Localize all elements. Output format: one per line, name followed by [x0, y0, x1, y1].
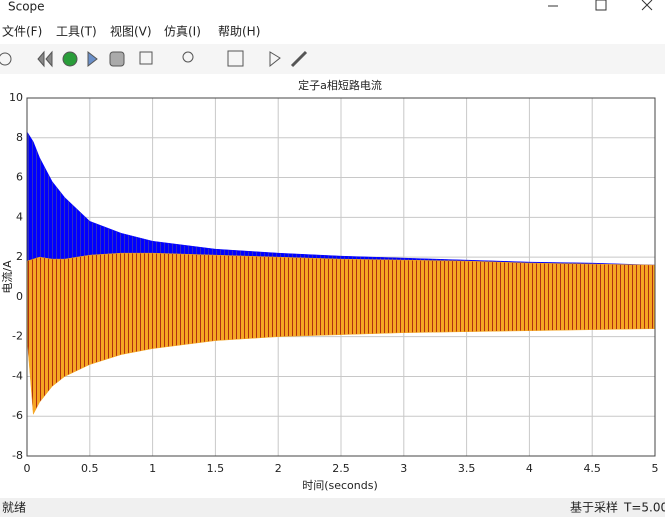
x-tick-label: 2.5 — [332, 462, 350, 475]
x-axis-label: 时间(seconds) — [302, 479, 378, 492]
run[interactable] — [62, 51, 78, 67]
step-forward[interactable] — [87, 50, 98, 68]
status-time: T=5.000 — [623, 501, 665, 514]
menu-item[interactable]: 工具(T) — [56, 25, 97, 39]
y-tick-label: 2 — [16, 250, 23, 263]
settings-icon[interactable] — [0, 52, 12, 66]
zoom-icon[interactable] — [182, 51, 194, 63]
toolbar — [0, 44, 665, 74]
status-mode: 基于采样 — [570, 500, 618, 514]
y-tick-label: 10 — [9, 91, 23, 104]
x-tick-label: 4 — [526, 462, 533, 475]
menu-item[interactable]: 视图(V) — [110, 24, 152, 39]
y-tick-label: -2 — [12, 330, 23, 343]
layout-icon[interactable] — [139, 51, 153, 65]
title-bar — [0, 0, 665, 20]
y-tick-label: 8 — [16, 131, 23, 144]
x-tick-label: 3 — [400, 462, 407, 475]
x-tick-label: 2 — [275, 462, 282, 475]
cursor-icon[interactable] — [269, 51, 281, 68]
y-tick-label: 0 — [16, 290, 23, 303]
menu-item[interactable]: 仿真(I) — [164, 25, 201, 39]
edit-icon[interactable] — [290, 50, 308, 68]
menu-item[interactable]: 文件(F) — [2, 24, 42, 39]
x-tick-label: 4.5 — [583, 462, 601, 475]
fit-icon[interactable] — [227, 50, 244, 67]
stop[interactable] — [109, 51, 125, 67]
status-bar — [0, 499, 665, 513]
window-title: Scope — [8, 0, 45, 14]
y-tick-label: -6 — [12, 409, 23, 422]
plot-frame — [26, 97, 656, 457]
x-tick-label: 0 — [24, 462, 31, 475]
x-tick-label: 5 — [652, 462, 659, 475]
y-tick-label: 4 — [16, 210, 23, 223]
y-axis-label: 电流/A — [0, 260, 14, 294]
status-text: 就绪 — [2, 501, 26, 514]
step-back[interactable] — [37, 50, 53, 68]
menu-item[interactable]: 帮助(H) — [218, 25, 260, 39]
x-tick-label: 1 — [149, 462, 156, 475]
y-tick-label: -8 — [12, 449, 23, 462]
chart-title: 定子a相短路电流 — [298, 78, 382, 92]
x-tick-label: 1.5 — [207, 462, 225, 475]
y-tick-label: -4 — [12, 369, 23, 382]
maximize[interactable] — [595, 0, 607, 11]
toolbar-icons — [0, 50, 308, 68]
y-tick-label: 6 — [16, 171, 23, 184]
x-tick-label: 0.5 — [81, 462, 99, 475]
menu-bar — [0, 20, 665, 44]
menu: 文件(F) 工具(T) 视图(V) 仿真(I) 帮助(H) — [2, 24, 260, 39]
x-tick-label: 3.5 — [458, 462, 476, 475]
close[interactable] — [641, 0, 653, 11]
